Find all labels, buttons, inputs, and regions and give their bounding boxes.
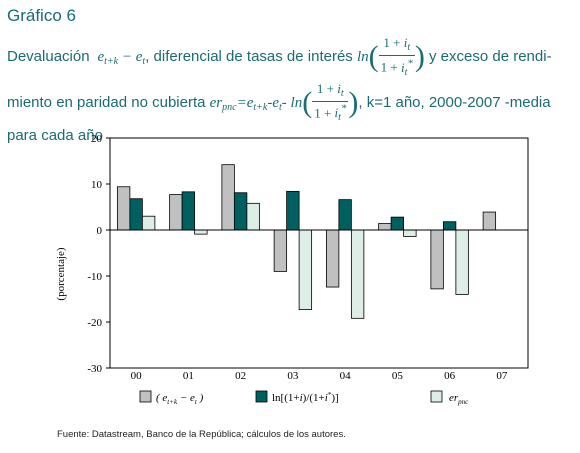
- bar-06-series-2: [442, 221, 457, 231]
- bar-05-series-2: [390, 216, 405, 231]
- bar-01-series-2: [181, 191, 196, 231]
- figure-label: Gráfico 6: [7, 6, 76, 25]
- bar-00-series-1: [116, 186, 131, 231]
- y-tick-label: 10: [91, 179, 103, 191]
- legend-swatch-interest-differential: [255, 390, 268, 403]
- title-part-5: , k=1 año, 2000-2007 -media: [358, 93, 551, 111]
- title-part-1: Devaluación: [7, 47, 90, 65]
- x-tick-label-00: 00: [131, 370, 143, 382]
- legend-label-interest-differential: ln[(1+i)/(1+i*)]: [272, 391, 339, 404]
- x-tick-label-05: 05: [392, 370, 404, 382]
- bar-02-series-2: [233, 192, 248, 231]
- title-part-3: y exceso de rendi-: [429, 47, 552, 65]
- legend-swatch-er-pnc: [430, 390, 443, 403]
- x-tick-label-04: 04: [340, 370, 352, 382]
- legend-label-er-pnc: erpnc: [449, 392, 469, 406]
- bar-04-series-2: [338, 199, 352, 231]
- bar-03-series-2: [286, 190, 300, 231]
- bar-01-series-1: [169, 194, 183, 231]
- legend-label-devaluation: ( et+k − et ): [156, 392, 204, 406]
- bar-05-series-1: [378, 223, 392, 231]
- legend-swatch-devaluation: [139, 390, 152, 403]
- y-tick-label: 20: [91, 133, 103, 145]
- x-tick-label-07: 07: [496, 370, 508, 382]
- bar-06-series-3: [455, 229, 469, 295]
- bar-04-series-1: [325, 229, 340, 288]
- bar-06-series-1: [430, 229, 444, 290]
- chart-title: Devaluación et+k − et, diferencial de ta…: [7, 35, 552, 145]
- title-part-4: miento en paridad no cubierta: [7, 93, 206, 111]
- title-formula-er: erpnc=et+k-et- ln: [209, 94, 303, 113]
- bar-07-series-1: [482, 211, 497, 231]
- bar-chart: 00 01 02 03 04 05 06 07 20 10 0 -10 -20 -30 (porcenta…: [55, 133, 529, 406]
- title-formula-devaluation: et+k − et: [93, 48, 146, 67]
- plot-frame: [109, 137, 529, 369]
- bar-02-series-1: [221, 164, 235, 231]
- title-part-2: , diferencial de tasas de interés: [145, 47, 353, 65]
- x-tick-label-06: 06: [444, 370, 456, 382]
- x-tick-label-03: 03: [287, 370, 299, 382]
- y-tick-label: 0: [97, 225, 103, 237]
- y-tick-label: -30: [87, 363, 102, 375]
- bar-01-series-3: [194, 229, 208, 235]
- source-note: Fuente: Datastream, Banco de la Repúblic…: [57, 429, 346, 440]
- bar-00-series-3: [141, 215, 156, 231]
- y-axis-label: (porcentaje): [55, 247, 67, 300]
- title-part-6: para cada año: [7, 127, 103, 145]
- y-tick-label: -20: [87, 317, 102, 329]
- bar-02-series-3: [246, 202, 260, 231]
- bar-03-series-3: [298, 229, 313, 310]
- legend: ( et+k − et ) ln[(1+i)/(1+i*)] erpnc: [139, 390, 469, 406]
- bar-04-series-3: [350, 229, 365, 319]
- bar-03-series-1: [273, 229, 288, 272]
- bar-00-series-2: [129, 198, 143, 231]
- x-tick-label-01: 01: [183, 370, 194, 382]
- bar-05-series-3: [403, 229, 417, 237]
- x-tick-label-02: 02: [235, 370, 246, 382]
- title-formula-ln-ratio: ln(1 + it 1 + it*): [356, 35, 425, 78]
- y-tick-label: -10: [87, 271, 102, 283]
- plot-area: 00 01 02 03 04 05 06 07 20 10 0 -10 -20 -30: [87, 133, 529, 382]
